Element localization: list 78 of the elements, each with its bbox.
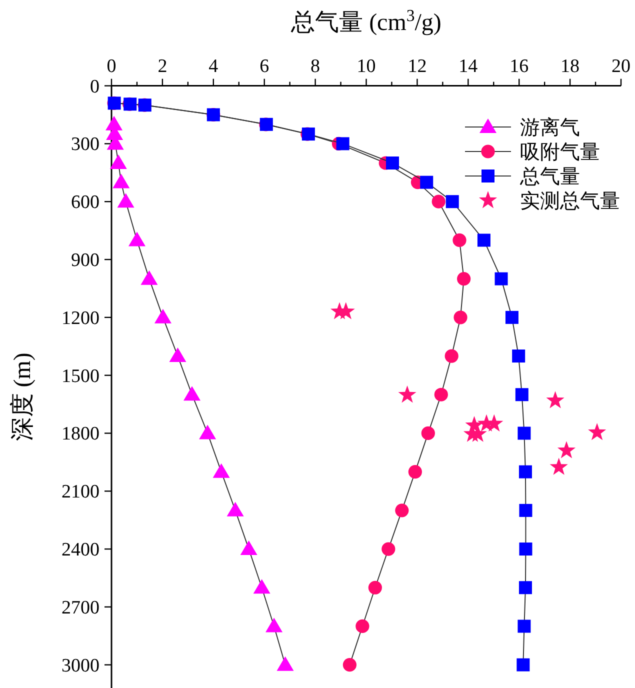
x-tick-label: 16 [510, 56, 529, 77]
x-tick-label: 12 [408, 56, 427, 77]
y-tick-label: 900 [71, 250, 100, 272]
y-tick-label: 1800 [62, 424, 100, 445]
point [342, 658, 356, 672]
y-tick-label: 2100 [62, 482, 100, 503]
point [184, 386, 200, 401]
point [550, 458, 568, 475]
x-tick-label: 10 [356, 56, 376, 77]
x-axis-title: 总气量 (cm$^{3}$/g) [290, 6, 442, 36]
point [518, 426, 531, 440]
x-tick-label: 0 [106, 56, 116, 77]
point [408, 465, 422, 479]
point [212, 463, 230, 478]
legend-label: 游离气 [520, 117, 580, 139]
point [382, 542, 396, 556]
y-tick-label: 1200 [62, 308, 100, 329]
x-tick-label: 18 [560, 56, 580, 77]
point [516, 658, 530, 672]
point [420, 176, 434, 189]
point [395, 504, 409, 518]
y-tick-label: 2400 [62, 540, 100, 561]
point [457, 272, 471, 286]
y-tick-label: 2700 [62, 597, 100, 618]
point [336, 137, 350, 150]
point [546, 391, 564, 408]
point [240, 540, 258, 556]
point [140, 270, 158, 285]
point [519, 542, 532, 556]
point [518, 620, 531, 633]
point [446, 195, 459, 208]
y-tick-label: 0 [90, 76, 100, 98]
legend-label: 实测总气量 [520, 190, 620, 212]
point [454, 310, 468, 324]
legend-label: 总气量 [519, 166, 580, 188]
point [276, 656, 294, 671]
point [110, 154, 127, 170]
point [494, 272, 508, 286]
x-tick-label: 4 [208, 56, 219, 77]
point [356, 619, 370, 634]
point [421, 426, 435, 440]
point [368, 580, 382, 594]
point [398, 386, 416, 403]
point [505, 310, 518, 324]
point [588, 422, 606, 440]
point [468, 424, 487, 442]
point [266, 618, 283, 632]
point [434, 388, 448, 402]
y-axis-title: 深度 (m) [9, 352, 36, 442]
point [199, 424, 216, 440]
point [117, 193, 134, 208]
x-tick-label: 8 [310, 56, 320, 77]
y-tick-label: 3000 [62, 655, 100, 676]
point [154, 308, 172, 324]
point [386, 156, 399, 170]
point [432, 194, 446, 208]
point [512, 350, 526, 363]
x-tick-label: 20 [612, 56, 630, 77]
y-tick-label: 600 [71, 192, 100, 214]
point [519, 504, 532, 517]
point [557, 441, 576, 458]
point [444, 349, 458, 363]
point [112, 174, 130, 188]
point [128, 232, 146, 246]
point [452, 233, 466, 248]
legend-label: 吸附气量 [520, 142, 600, 164]
point [515, 388, 528, 402]
point [518, 465, 532, 478]
point [169, 348, 186, 362]
x-tick-label: 14 [458, 56, 478, 77]
y-tick-label: 1500 [62, 366, 100, 387]
x-tick-label: 6 [260, 56, 270, 77]
point [477, 234, 490, 247]
point [253, 579, 270, 594]
x-tick-label: 2 [158, 56, 168, 77]
point [518, 581, 532, 594]
point [226, 502, 244, 516]
y-tick-label: 300 [71, 134, 100, 156]
